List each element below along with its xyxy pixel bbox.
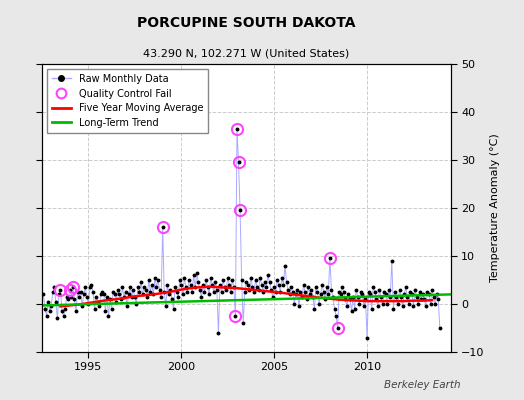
Y-axis label: Temperature Anomaly (°C): Temperature Anomaly (°C)	[490, 134, 500, 282]
Legend: Raw Monthly Data, Quality Control Fail, Five Year Moving Average, Long-Term Tren: Raw Monthly Data, Quality Control Fail, …	[47, 69, 208, 133]
Text: Berkeley Earth: Berkeley Earth	[385, 380, 461, 390]
Text: 43.290 N, 102.271 W (United States): 43.290 N, 102.271 W (United States)	[143, 48, 350, 58]
Text: PORCUPINE SOUTH DAKOTA: PORCUPINE SOUTH DAKOTA	[137, 16, 355, 30]
